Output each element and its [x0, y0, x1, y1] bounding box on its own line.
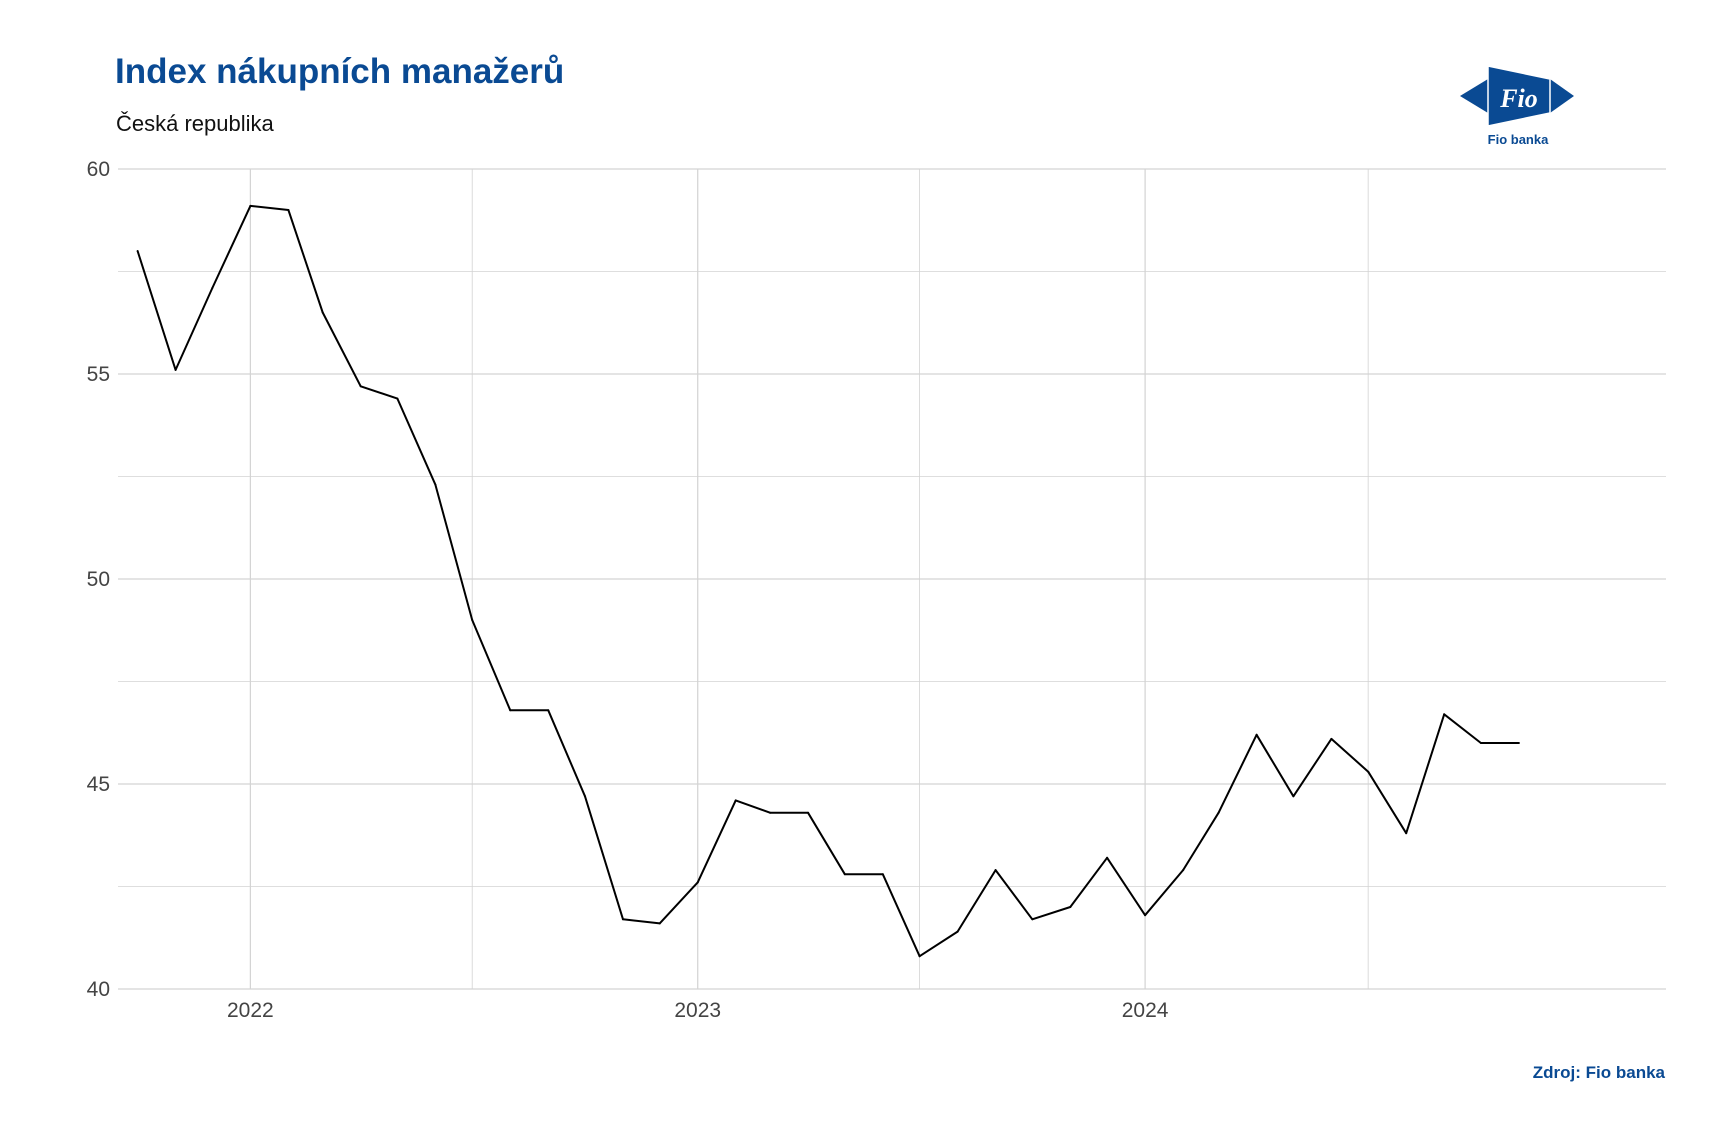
data-point	[956, 930, 959, 933]
y-tick-label: 40	[87, 978, 110, 1001]
data-point	[396, 397, 399, 400]
data-point	[1217, 811, 1220, 814]
logo-caption: Fio banka	[1487, 132, 1549, 147]
data-point	[509, 709, 512, 712]
y-tick-label: 50	[87, 568, 110, 591]
data-point	[1182, 869, 1185, 872]
data-point	[881, 873, 884, 876]
data-point	[769, 811, 772, 814]
source-note: Zdroj: Fio banka	[1532, 1063, 1665, 1082]
data-point	[287, 209, 290, 211]
data-point	[1517, 742, 1520, 744]
y-tick-label: 60	[87, 158, 110, 181]
data-point	[696, 881, 699, 884]
data-point	[994, 869, 997, 872]
data-point	[211, 286, 214, 289]
x-tick-label: 2023	[674, 999, 721, 1022]
data-point	[807, 811, 810, 814]
y-tick-label: 55	[87, 363, 110, 386]
data-point	[1405, 832, 1408, 835]
data-point	[1255, 733, 1258, 736]
y-tick-label: 45	[87, 773, 110, 796]
data-point	[658, 922, 661, 925]
data-point	[621, 918, 624, 921]
data-point	[1292, 795, 1295, 798]
grid	[118, 168, 1666, 990]
logo-mark-text: Fio	[1499, 84, 1538, 113]
data-point	[1144, 914, 1147, 917]
data-point	[918, 955, 921, 958]
data-point	[1479, 742, 1482, 744]
data-point	[1367, 770, 1370, 773]
data-point	[1031, 918, 1034, 921]
data-point	[1443, 713, 1446, 716]
data-point	[734, 799, 737, 802]
data-point	[434, 483, 437, 486]
series-line	[136, 204, 1519, 958]
x-tick-label: 2022	[227, 999, 274, 1022]
chart-title: Index nákupních manažerů	[115, 52, 565, 91]
chart-subtitle: Česká republika	[116, 111, 274, 136]
fio-logo-icon: Fio	[1460, 66, 1574, 127]
x-tick-label: 2024	[1122, 999, 1169, 1022]
data-point	[547, 709, 550, 712]
series-layer	[136, 204, 1520, 958]
data-point	[359, 385, 362, 388]
data-point	[136, 250, 139, 252]
data-point	[174, 368, 177, 371]
data-point	[321, 311, 324, 314]
data-point	[1106, 856, 1109, 859]
axis-ticks: 40 45 50 55 60 2022 2023 2024	[87, 158, 1169, 1022]
data-point	[583, 795, 586, 798]
data-point	[1330, 737, 1333, 740]
data-point	[471, 619, 474, 621]
data-point	[1069, 906, 1072, 908]
data-point	[843, 873, 846, 876]
data-point	[249, 204, 252, 207]
